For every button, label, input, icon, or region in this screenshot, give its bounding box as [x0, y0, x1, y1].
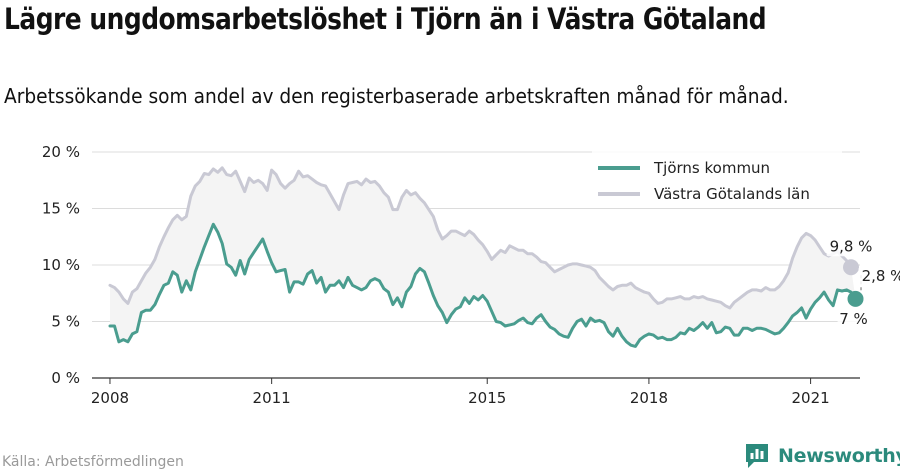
annotation-vg-last: 9,8 %	[830, 237, 873, 255]
difference-band	[110, 167, 856, 347]
y-tick-label: 20 %	[42, 143, 80, 161]
legend-label-vg: Västra Götalands län	[654, 185, 810, 203]
x-tick-label: 2008	[91, 389, 129, 407]
marker-vg-last	[843, 259, 860, 276]
x-tick-label: 2021	[792, 389, 830, 407]
brand-logo: Newsworthy	[744, 442, 900, 470]
annotation-difference: 2,8 %	[862, 267, 900, 285]
chart-title: Lägre ungdomsarbetslöshet i Tjörn än i V…	[4, 2, 767, 36]
annotation-vg-last-bg	[826, 237, 876, 257]
chart-subtitle: Arbetssökande som andel av den registerb…	[4, 84, 789, 108]
axes: 0 % 5 % 10 % 15 % 20 % 2008 2011 2015 2018 2021	[42, 143, 830, 407]
y-tick-label: 15 %	[42, 200, 80, 218]
y-tick-label: 10 %	[42, 256, 80, 274]
brand-name: Newsworthy	[778, 445, 900, 467]
legend: Tjörns kommun Västra Götalands län	[592, 150, 842, 208]
x-tick-label: 2018	[630, 389, 668, 407]
source-note: Källa: Arbetsförmedlingen	[2, 454, 184, 470]
y-tick-label: 5 %	[51, 313, 80, 331]
annotations: 9,8 % 2,8 % 7 %	[826, 237, 900, 329]
annotation-difference-bg	[858, 267, 900, 287]
annotation-tjorn-last: 7 %	[839, 310, 868, 328]
annotation-tjorn-last-bg	[837, 309, 870, 329]
legend-background	[592, 150, 842, 208]
y-tick-label: 0 %	[51, 369, 80, 387]
series-line-vg	[108, 166, 853, 310]
difference-area	[110, 167, 856, 347]
x-tick-label: 2015	[468, 389, 506, 407]
newsworthy-logo-icon	[746, 444, 768, 468]
marker-tjorn-last	[847, 290, 864, 307]
x-tick-label: 2011	[253, 389, 291, 407]
series-lines	[108, 166, 857, 348]
legend-label-tjorn: Tjörns kommun	[653, 159, 770, 177]
series-line-tjorn	[108, 222, 857, 348]
